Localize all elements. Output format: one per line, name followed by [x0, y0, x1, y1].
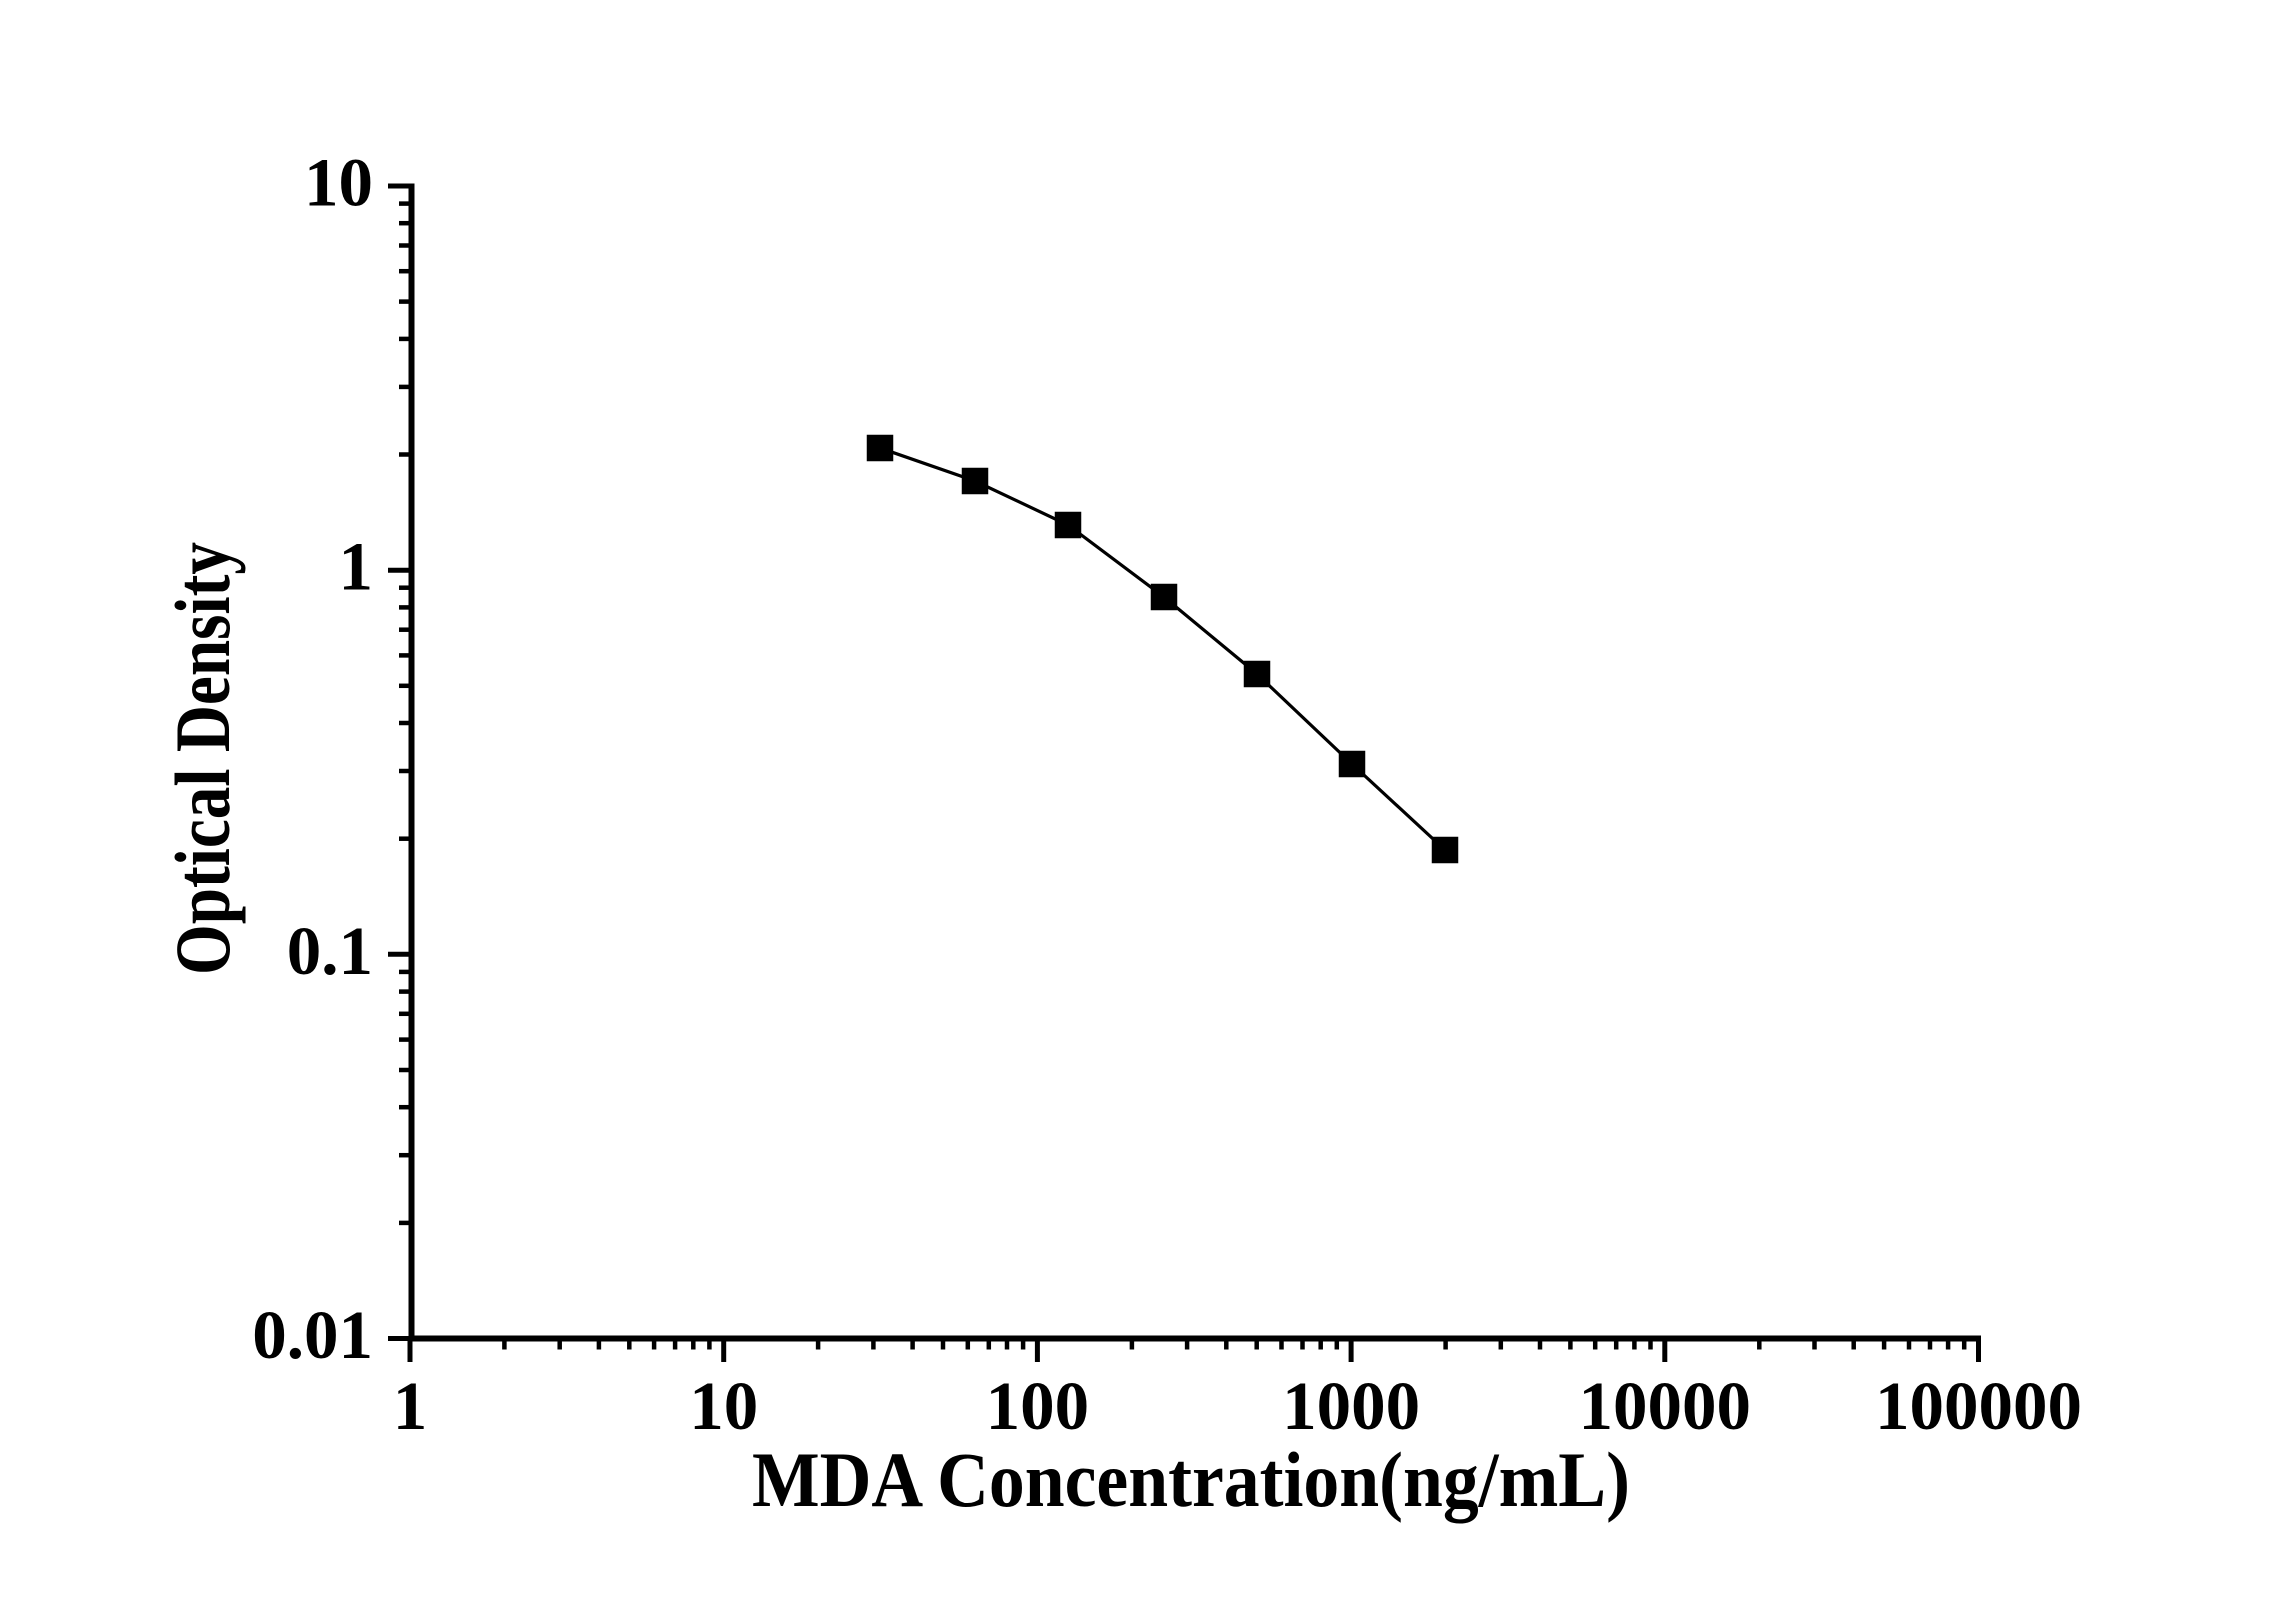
- svg-text:100000: 100000: [1875, 1368, 2082, 1444]
- svg-text:0.01: 0.01: [252, 1297, 373, 1373]
- svg-text:10: 10: [304, 145, 373, 221]
- svg-text:100: 100: [986, 1368, 1090, 1444]
- svg-text:1000: 1000: [1282, 1368, 1420, 1444]
- svg-text:10: 10: [689, 1368, 758, 1444]
- svg-text:1: 1: [393, 1368, 428, 1444]
- svg-text:Optical Density: Optical Density: [159, 542, 246, 975]
- svg-text:1: 1: [339, 529, 374, 605]
- svg-text:0.1: 0.1: [287, 913, 373, 989]
- svg-text:MDA Concentration(ng/mL): MDA Concentration(ng/mL): [752, 1436, 1630, 1523]
- svg-text:10000: 10000: [1579, 1368, 1752, 1444]
